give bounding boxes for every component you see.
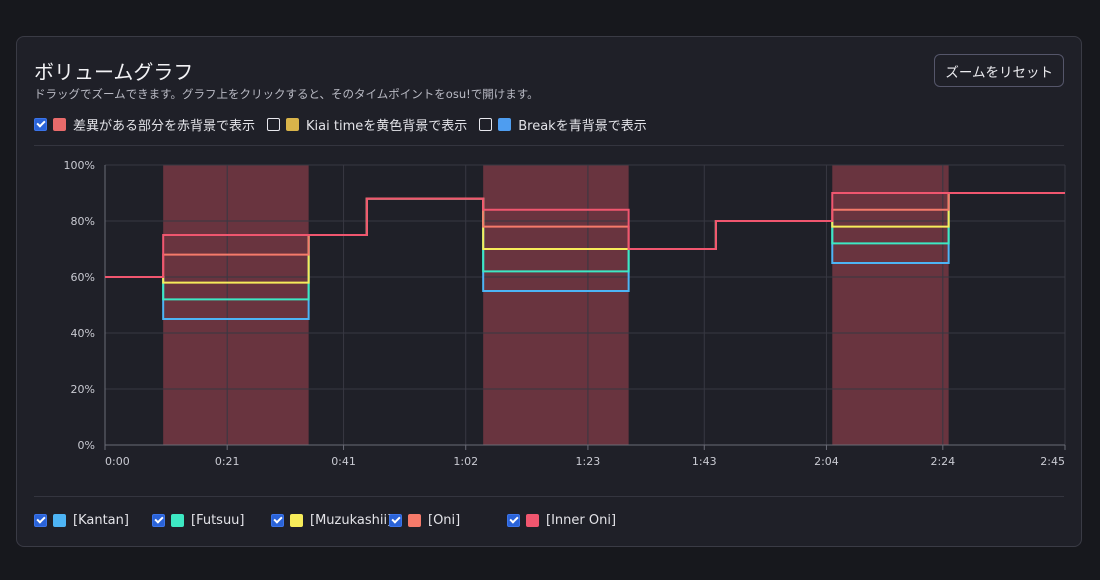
chart-axes: 0% 20% 40% 60% 80% 100% 0:00 0:21 0:41 1:02 1:23 1:…: [64, 159, 1066, 468]
y-tick-label: 60%: [71, 271, 95, 284]
legend-kantan-swatch: [53, 514, 66, 527]
x-tick-label: 0:41: [331, 455, 356, 468]
x-tick-label: 1:02: [453, 455, 478, 468]
legend-muzukashii-checkbox[interactable]: [271, 514, 284, 527]
chart-series: [105, 192, 1065, 320]
option-break-blue-label: Breakを青背景で表示: [518, 119, 647, 134]
x-tick-label: 0:21: [215, 455, 240, 468]
chart-grid: [105, 164, 1066, 445]
legend-item-inner-oni[interactable]: [Inner Oni]: [507, 513, 616, 528]
series-line-oni: [105, 192, 1065, 278]
legend-inner-oni-swatch: [526, 514, 539, 527]
option-kiai-yellow-swatch: [286, 118, 300, 131]
legend-item-kantan[interactable]: [Kantan]: [34, 513, 129, 528]
y-tick-label: 40%: [71, 327, 95, 340]
x-tick-label: 1:43: [692, 455, 717, 468]
divider-top: [34, 145, 1064, 146]
x-tick-label: 0:00: [105, 455, 130, 468]
option-diff-red-swatch: [53, 118, 66, 131]
option-diff-red-checkbox[interactable]: [34, 118, 47, 131]
diff-region-1: [483, 165, 629, 445]
option-kiai-yellow-checkbox[interactable]: [267, 118, 281, 131]
reset-zoom-button[interactable]: ズームをリセット: [934, 54, 1064, 87]
x-tick-label: 2:24: [930, 455, 955, 468]
legend-futsuu-swatch: [171, 514, 184, 527]
diff-region-0: [163, 165, 309, 445]
legend-kantan-label: [Kantan]: [73, 513, 129, 528]
option-break-blue[interactable]: Breakを青背景で表示: [479, 115, 647, 134]
difficulty-legend: [Kantan] [Futsuu] [Muzukashii] [Oni] [In…: [34, 513, 1064, 531]
series-line-muzukashii: [105, 192, 1065, 284]
page-title: ボリュームグラフ: [34, 60, 194, 84]
legend-item-oni[interactable]: [Oni]: [389, 513, 460, 528]
legend-item-muzukashii[interactable]: [Muzukashii]: [271, 513, 392, 528]
diff-regions: [163, 165, 949, 445]
legend-muzukashii-swatch: [290, 514, 303, 527]
divider-bottom: [34, 496, 1064, 497]
y-tick-label: 100%: [64, 159, 95, 172]
legend-kantan-checkbox[interactable]: [34, 514, 47, 527]
legend-muzukashii-label: [Muzukashii]: [310, 513, 393, 528]
x-tick-label: 2:45: [1040, 455, 1065, 468]
page-subtitle: ドラッグでズームできます。グラフ上をクリックすると、そのタイムポイントをosu!…: [34, 87, 539, 101]
option-diff-red-label: 差異がある部分を赤背景で表示: [73, 119, 256, 134]
legend-oni-swatch: [408, 514, 421, 527]
volume-graph-card: ボリュームグラフ ドラッグでズームできます。グラフ上をクリックすると、そのタイム…: [16, 36, 1082, 547]
legend-oni-checkbox[interactable]: [389, 514, 402, 527]
legend-inner-oni-checkbox[interactable]: [507, 514, 520, 527]
y-tick-label: 20%: [71, 383, 95, 396]
option-diff-red[interactable]: 差異がある部分を赤背景で表示: [34, 115, 255, 134]
legend-futsuu-label: [Futsuu]: [191, 513, 245, 528]
x-tick-label: 2:04: [814, 455, 839, 468]
series-line-inner-oni: [105, 192, 1065, 278]
option-kiai-yellow[interactable]: Kiai timeを黄色背景で表示: [267, 115, 467, 134]
option-kiai-yellow-label: Kiai timeを黄色背景で表示: [306, 119, 468, 134]
y-tick-label: 0%: [78, 439, 95, 452]
legend-inner-oni-label: [Inner Oni]: [546, 513, 617, 528]
volume-chart[interactable]: 0% 20% 40% 60% 80% 100% 0:00 0:21 0:41 1:02 1:23 1:…: [33, 152, 1069, 472]
legend-futsuu-checkbox[interactable]: [152, 514, 165, 527]
option-break-blue-swatch: [498, 118, 512, 131]
series-line-futsuu: [105, 192, 1065, 301]
legend-oni-label: [Oni]: [428, 513, 461, 528]
series-line-kantan: [105, 192, 1065, 320]
background-options: 差異がある部分を赤背景で表示 Kiai timeを黄色背景で表示 Breakを青…: [34, 115, 659, 134]
diff-region-2: [832, 165, 949, 445]
legend-item-futsuu[interactable]: [Futsuu]: [152, 513, 245, 528]
y-tick-label: 80%: [71, 215, 95, 228]
x-tick-label: 1:23: [576, 455, 601, 468]
option-break-blue-checkbox[interactable]: [479, 118, 493, 131]
